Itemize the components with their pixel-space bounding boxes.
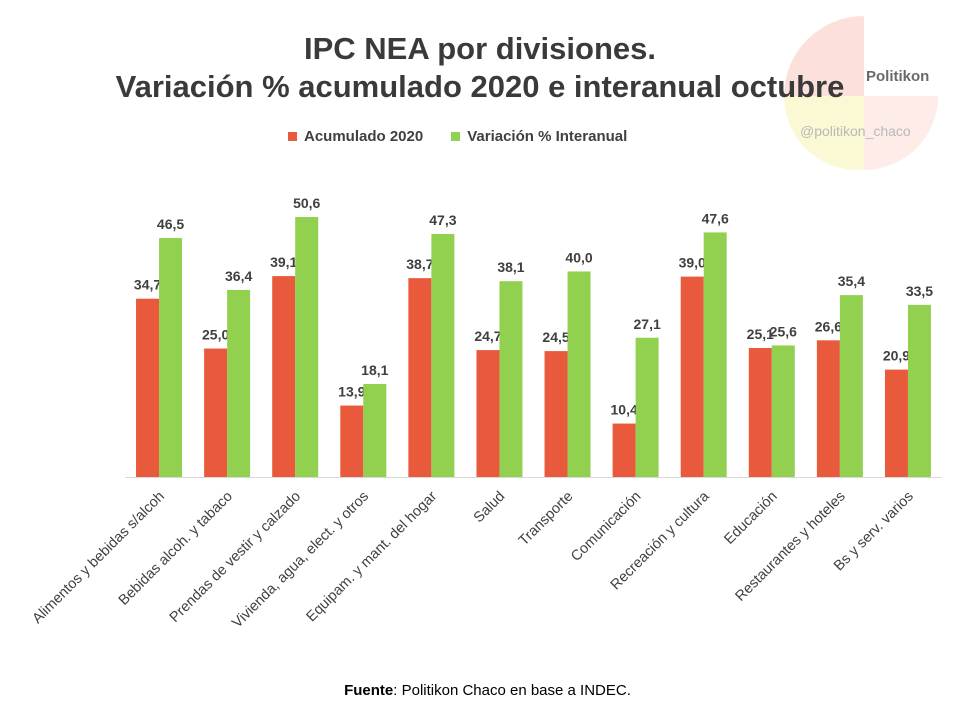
data-label-acumulado: 20,9 (883, 348, 910, 364)
bar-acumulado (136, 298, 160, 477)
data-label-acumulado: 26,6 (815, 318, 842, 334)
bar-acumulado (612, 423, 636, 477)
data-label-acumulado: 39,1 (270, 254, 297, 270)
bar-interanual (703, 232, 727, 477)
data-label-acumulado: 24,7 (474, 328, 501, 344)
bar-interanual (907, 304, 931, 477)
data-label-acumulado: 13,9 (338, 384, 365, 400)
data-label-interanual: 35,4 (838, 273, 865, 289)
category-label: Equipam. y mant. del hogar (303, 488, 440, 625)
bar-acumulado (680, 276, 704, 477)
bar-interanual (567, 271, 591, 477)
legend-swatch-interanual (451, 132, 461, 141)
data-label-acumulado: 34,7 (134, 277, 161, 293)
category-label: Restaurantes y hoteles (733, 489, 849, 605)
category-label: Bebidas alcoh. y tabaco (116, 489, 236, 609)
data-label-interanual: 46,5 (157, 216, 184, 232)
bar-acumulado (476, 350, 500, 477)
source-note: Fuente: Politikon Chaco en base a INDEC. (0, 682, 960, 699)
data-label-interanual: 47,6 (702, 210, 729, 226)
bar-acumulado (748, 348, 772, 477)
chart-title: IPC NEA por divisiones. Variación % acum… (0, 30, 960, 106)
data-label-interanual: 27,1 (634, 316, 661, 332)
bar-acumulado (816, 340, 840, 477)
category-label: Transporte (516, 489, 577, 550)
chart-title-line1: IPC NEA por divisiones. (304, 31, 656, 66)
data-label-acumulado: 24,5 (542, 329, 569, 345)
bar-interanual (363, 383, 387, 477)
category-label: Alimentos y bebidas s/alcoh (29, 489, 167, 627)
data-label-interanual: 18,1 (361, 362, 388, 378)
category-label: Educación (721, 489, 780, 548)
data-label-interanual: 40,0 (565, 249, 592, 265)
bar-acumulado (340, 405, 364, 477)
source-label: Fuente (344, 682, 394, 699)
chart-legend: Acumulado 2020 Variación % Interanual (288, 128, 627, 145)
legend-swatch-acumulado (288, 132, 297, 141)
bar-acumulado (204, 348, 228, 477)
data-label-interanual: 33,5 (906, 283, 933, 299)
category-label: Vivienda, agua, elect. y otros (229, 489, 372, 632)
data-label-acumulado: 25,1 (747, 326, 774, 342)
chart-title-line2: Variación % acumulado 2020 e interanual … (115, 69, 845, 104)
data-label-acumulado: 25,0 (202, 327, 229, 343)
data-label-interanual: 38,1 (497, 259, 524, 275)
data-label-acumulado: 10,4 (611, 402, 638, 418)
legend-label-interanual: Variación % Interanual (467, 128, 628, 145)
bar-acumulado (408, 278, 432, 477)
source-text: : Politikon Chaco en base a INDEC. (393, 682, 631, 699)
bar-interanual (499, 281, 523, 477)
bar-acumulado (272, 276, 296, 477)
category-label: Salud (471, 489, 509, 527)
watermark-brand: Politikon (866, 68, 930, 85)
bar-interanual (771, 345, 795, 477)
category-label: Prendas de vestir y calzado (167, 489, 304, 626)
bar-acumulado (544, 351, 568, 477)
bar-acumulado (884, 369, 908, 477)
legend-item-interanual: Variación % Interanual (451, 128, 627, 145)
data-label-acumulado: 38,7 (406, 256, 433, 272)
politikon-watermark: Politikon @politikon_chaco (780, 14, 960, 174)
watermark-logo-shape (864, 16, 938, 96)
data-label-interanual: 47,3 (429, 212, 456, 228)
data-label-interanual: 36,4 (225, 268, 252, 284)
data-label-interanual: 50,6 (293, 195, 320, 211)
data-label-interanual: 25,6 (770, 323, 797, 339)
bar-interanual (227, 289, 251, 477)
legend-item-acumulado: Acumulado 2020 (288, 128, 423, 145)
bar-interanual (159, 238, 183, 477)
data-label-acumulado: 39,0 (679, 255, 706, 271)
watermark-handle: @politikon_chaco (800, 123, 911, 139)
bar-interanual (295, 217, 319, 477)
category-label: Comunicación (568, 489, 644, 565)
bar-interanual (839, 295, 863, 477)
bar-interanual (635, 337, 659, 477)
legend-label-acumulado: Acumulado 2020 (304, 128, 424, 145)
bar-interanual (431, 233, 455, 477)
